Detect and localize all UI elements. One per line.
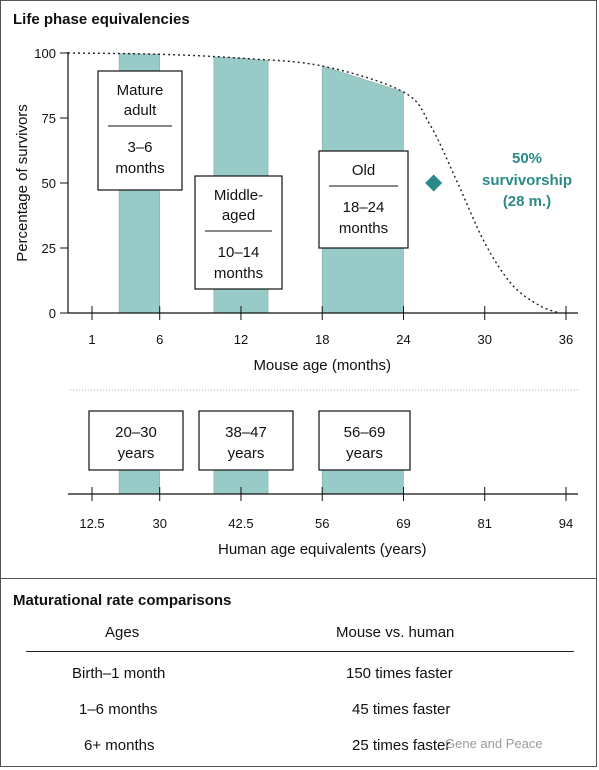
phase-box-3: Old 18–24 months xyxy=(318,150,409,249)
table-row-1-age: Birth–1 month xyxy=(72,665,166,682)
x-tick-label: 6 xyxy=(156,332,163,347)
header-mouse-vs-human: Mouse vs. human xyxy=(336,624,455,641)
phase-range-label: months xyxy=(115,160,164,177)
phase-label: Mature xyxy=(117,82,164,99)
table-row-2-age: 1–6 months xyxy=(79,701,158,718)
human-age-axis: 12.5 30 42.5 56 69 81 94 Human age equivalents … xyxy=(68,410,578,558)
phase-box-1: Mature adult 3–6 months xyxy=(97,70,183,191)
phase-range-label: 18–24 xyxy=(343,199,385,216)
annotation-percent: 50% xyxy=(512,150,542,167)
human-tick-label: 12.5 xyxy=(79,516,104,531)
phase-label: adult xyxy=(124,102,157,119)
human-unit: years xyxy=(118,445,155,462)
table-row-3-age: 6+ months xyxy=(84,737,155,754)
x-tick-label: 1 xyxy=(88,332,95,347)
human-range: 20–30 xyxy=(115,424,157,441)
header-ages: Ages xyxy=(105,624,140,641)
human-box-2: 38–47 years xyxy=(198,410,294,471)
phase-range-label: 3–6 xyxy=(127,139,152,156)
survivorship-annotation: 50% survivorship (28 m.) xyxy=(425,150,572,210)
x-tick-label: 30 xyxy=(478,332,492,347)
table-row-3-rate: 25 times faster xyxy=(352,737,451,754)
phase-box-2: Middle-aged 10–14 months xyxy=(194,175,283,290)
human-axis-label: Human age equivalents (years) xyxy=(218,541,426,558)
life-phase-chart: Life phase equivalencies 0 25 50 75 100 1 6 12 1… xyxy=(13,11,578,558)
human-tick-label: 30 xyxy=(152,516,166,531)
annotation-label: survivorship xyxy=(482,172,572,189)
y-tick-label: 0 xyxy=(49,306,56,321)
y-tick-label: 100 xyxy=(34,46,56,61)
survival-curve xyxy=(67,52,560,314)
y-tick-label: 50 xyxy=(42,176,56,191)
x-tick-label: 24 xyxy=(396,332,410,347)
phase-range-label: 10–14 xyxy=(218,244,260,261)
human-range: 56–69 xyxy=(344,424,386,441)
y-axis-label: Percentage of survivors xyxy=(14,104,31,262)
table-title: Maturational rate comparisons xyxy=(13,592,232,609)
phase-range-label: months xyxy=(339,220,388,237)
survivorship-marker xyxy=(425,174,443,192)
x-tick-label: 12 xyxy=(234,332,248,347)
x-axis-label: Mouse age (months) xyxy=(253,357,391,374)
human-tick-label: 94 xyxy=(559,516,573,531)
phase-range-label: months xyxy=(214,265,263,282)
axes: 0 25 50 75 100 1 6 12 18 24 30 36 Mouse age (months)… xyxy=(14,46,578,374)
phase-label: Old xyxy=(352,162,375,179)
y-tick-label: 25 xyxy=(42,241,56,256)
human-tick-label: 69 xyxy=(396,516,410,531)
header-rule xyxy=(26,651,574,652)
table-row-1-rate: 150 times faster xyxy=(346,665,453,682)
human-tick-label: 56 xyxy=(315,516,329,531)
phase-label: aged xyxy=(222,207,255,224)
phase-label: Middle- xyxy=(214,187,263,204)
x-tick-label: 18 xyxy=(315,332,329,347)
table-row-2-rate: 45 times faster xyxy=(352,701,451,718)
human-unit: years xyxy=(228,445,265,462)
human-box-3: 56–69 years xyxy=(318,410,411,471)
human-box-1: 20–30 years xyxy=(88,410,184,471)
chart-title: Life phase equivalencies xyxy=(13,11,190,28)
x-tick-label: 36 xyxy=(559,332,573,347)
human-tick-label: 42.5 xyxy=(228,516,253,531)
human-tick-label: 81 xyxy=(478,516,492,531)
y-tick-label: 75 xyxy=(42,111,56,126)
human-unit: years xyxy=(346,445,383,462)
watermark: Gene and Peace xyxy=(445,736,543,751)
human-range: 38–47 xyxy=(225,424,267,441)
annotation-months: (28 m.) xyxy=(503,193,551,210)
phase-boxes: Mature adult 3–6 months Middle-aged 10–14 mont… xyxy=(97,70,409,290)
